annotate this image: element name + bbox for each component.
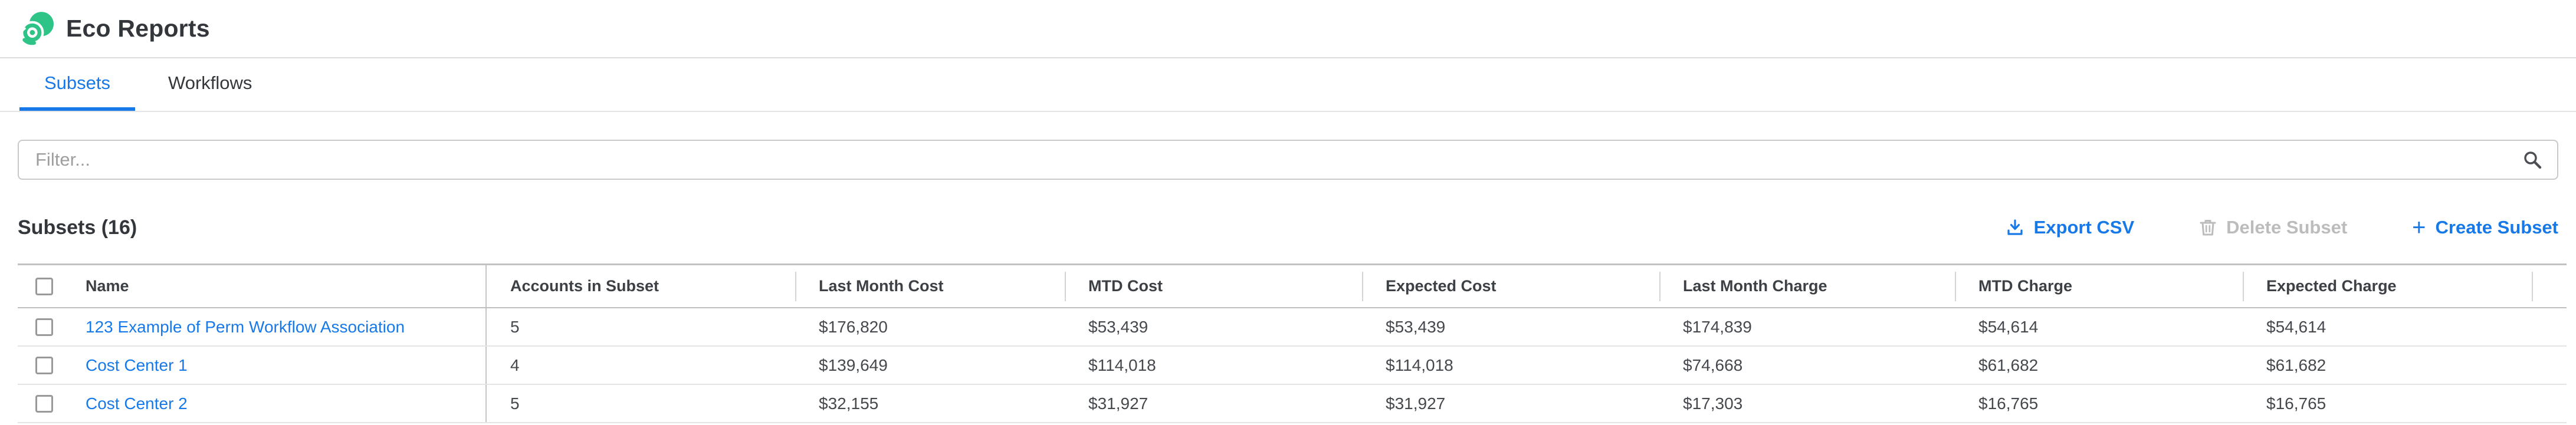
tab-bar: Subsets Workflows: [0, 58, 2576, 112]
page-title: Eco Reports: [66, 15, 210, 42]
table-header-row: Name Accounts in Subset Last Month Cost …: [18, 265, 2567, 308]
create-subset-label: Create Subset: [2435, 217, 2558, 238]
eco-logo-icon: [18, 11, 54, 45]
delete-subset-label: Delete Subset: [2226, 217, 2348, 238]
plus-icon: +: [2412, 215, 2426, 240]
expected-cost-cell: $53,439: [1386, 317, 1446, 336]
table-row: 123 Example of Perm Workflow Association…: [18, 308, 2567, 347]
select-all-cell: [18, 265, 71, 307]
tab-subsets[interactable]: Subsets: [19, 58, 136, 111]
column-header-mtd-charge: MTD Charge: [1955, 265, 2243, 307]
mtd-cost-cell: $114,018: [1088, 355, 1156, 374]
row-spacer: [2532, 347, 2567, 384]
filter-container: [18, 140, 2558, 180]
last-month-cost-cell: $32,155: [819, 394, 879, 413]
section-title: Subsets (16): [18, 216, 137, 239]
mtd-charge-cell: $61,682: [1978, 355, 2039, 374]
expected-charge-cell: $54,614: [2266, 317, 2326, 336]
subset-name-cell: Cost Center 1: [71, 347, 485, 384]
mtd-cost-cell: $31,927: [1088, 394, 1148, 413]
column-header-accounts-in-subset: Accounts in Subset: [485, 265, 795, 307]
subset-name-cell: 123 Example of Perm Workflow Association: [71, 308, 485, 345]
table-row: Cost Center 1 4 $139,649 $114,018 $114,0…: [18, 347, 2567, 385]
action-buttons: Export CSV Delete Subset + Create Subset: [2006, 215, 2558, 240]
export-csv-label: Export CSV: [2033, 217, 2135, 238]
download-icon: [2007, 219, 2023, 235]
app-header: Eco Reports: [0, 0, 2576, 58]
subset-name-link[interactable]: 123 Example of Perm Workflow Association: [86, 317, 405, 336]
tab-workflows-label: Workflows: [168, 72, 252, 93]
accounts-in-subset-cell: 5: [485, 308, 795, 345]
row-checkbox-cell: [18, 308, 71, 345]
subset-name-link[interactable]: Cost Center 1: [86, 355, 188, 374]
subset-name-link[interactable]: Cost Center 2: [86, 394, 188, 413]
section-header: Subsets (16) Export CSV Delete Subset + …: [18, 210, 2558, 245]
expected-charge-cell: $16,765: [2266, 394, 2326, 413]
row-checkbox[interactable]: [35, 318, 53, 336]
column-header-last-month-cost: Last Month Cost: [795, 265, 1065, 307]
last-month-charge-cell: $174,839: [1683, 317, 1752, 336]
expected-cost-cell: $31,927: [1386, 394, 1446, 413]
trash-icon: [2200, 220, 2216, 236]
row-spacer: [2532, 308, 2567, 345]
last-month-cost-cell: $139,649: [819, 355, 888, 374]
row-checkbox[interactable]: [35, 394, 53, 413]
column-header-spacer: [2532, 265, 2567, 307]
search-icon: [2524, 151, 2542, 169]
expected-cost-cell: $114,018: [1386, 355, 1453, 374]
tab-subsets-label: Subsets: [44, 72, 111, 93]
expected-charge-cell: $61,682: [2266, 355, 2326, 374]
column-header-name: Name: [86, 277, 129, 295]
column-header-expected-cost: Expected Cost: [1362, 265, 1659, 307]
last-month-charge-cell: $74,668: [1683, 355, 1743, 374]
last-month-cost-cell: $176,820: [819, 317, 888, 336]
mtd-charge-cell: $16,765: [1978, 394, 2039, 413]
row-checkbox[interactable]: [35, 356, 53, 374]
column-header-mtd-cost: MTD Cost: [1065, 265, 1362, 307]
create-subset-button[interactable]: + Create Subset: [2412, 215, 2558, 240]
row-checkbox-cell: [18, 385, 71, 422]
filter-input[interactable]: [18, 140, 2558, 180]
row-spacer: [2532, 385, 2567, 422]
select-all-checkbox[interactable]: [35, 277, 53, 295]
subset-name-cell: Cost Center 2: [71, 385, 485, 422]
export-csv-button[interactable]: Export CSV: [2006, 217, 2135, 238]
accounts-in-subset-cell: 4: [485, 347, 795, 384]
mtd-cost-cell: $53,439: [1088, 317, 1148, 336]
column-header-last-month-charge: Last Month Charge: [1659, 265, 1955, 307]
column-header-expected-charge: Expected Charge: [2243, 265, 2532, 307]
mtd-charge-cell: $54,614: [1978, 317, 2039, 336]
delete-subset-button[interactable]: Delete Subset: [2199, 217, 2347, 238]
subsets-table: Name Accounts in Subset Last Month Cost …: [18, 263, 2567, 423]
row-checkbox-cell: [18, 347, 71, 384]
tab-workflows[interactable]: Workflows: [143, 58, 277, 111]
accounts-in-subset-cell: 5: [485, 385, 795, 422]
last-month-charge-cell: $17,303: [1683, 394, 1743, 413]
table-row: Cost Center 2 5 $32,155 $31,927 $31,927 …: [18, 385, 2567, 423]
